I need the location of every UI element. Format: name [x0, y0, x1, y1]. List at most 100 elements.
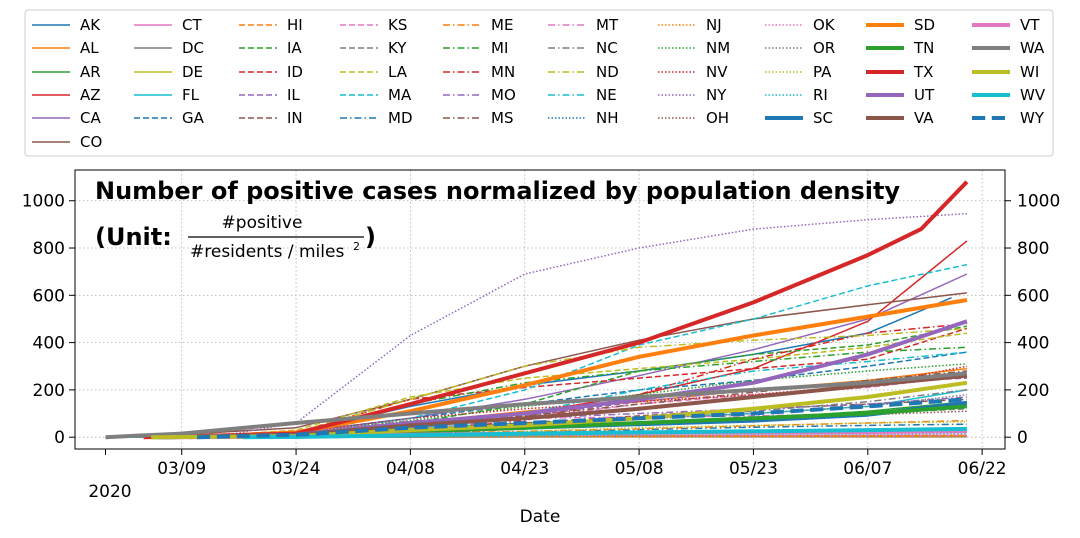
legend-frame [24, 9, 1054, 157]
y-axis-left-ticks: 0 200 400 600 800 1000 [22, 192, 75, 448]
y-tick-label-right: 200 [1017, 381, 1049, 401]
legend-label-me: ME [491, 16, 513, 34]
legend-label-fl: FL [182, 86, 200, 104]
legend-label-tn: TN [913, 39, 934, 57]
y-tick-label-right: 0 [1017, 428, 1028, 448]
legend-label-mt: MT [596, 16, 619, 34]
legend-label-in: IN [287, 109, 303, 127]
y-axis-right-ticks: 0 200 400 600 800 1000 [1005, 192, 1060, 448]
legend-label-wa: WA [1020, 39, 1045, 57]
legend-label-mo: MO [491, 86, 516, 104]
legend-label-ak: AK [80, 16, 101, 34]
y-tick-label-left: 600 [33, 286, 65, 306]
series-line-wy [196, 397, 968, 440]
legend-label-ar: AR [80, 63, 101, 81]
x-tick-label: 05/23 [729, 459, 778, 479]
legend-label-nm: NM [706, 39, 730, 57]
legend-label-md: MD [388, 109, 413, 127]
subtitle-denominator: #residents / miles [190, 242, 344, 262]
y-tick-label-left: 0 [54, 428, 65, 448]
legend-label-ne: NE [596, 86, 617, 104]
legend-label-tx: TX [913, 63, 933, 81]
legend-label-ri: RI [813, 86, 828, 104]
y-tick-label-left: 400 [33, 334, 65, 354]
legend-label-la: LA [388, 63, 408, 81]
legend-label-ok: OK [813, 16, 836, 34]
chart-subtitle: (Unit: #positive #residents / miles 2 ) [95, 213, 376, 262]
subtitle-numerator: #positive [222, 213, 303, 233]
legend-label-id: ID [287, 63, 303, 81]
legend-label-hi: HI [287, 16, 303, 34]
series-line-wa [105, 371, 968, 440]
legend-label-mi: MI [491, 39, 508, 57]
series-line-wv [242, 426, 967, 440]
legend-label-co: CO [80, 133, 102, 151]
legend-label-ma: MA [388, 86, 412, 104]
legend-label-ky: KY [388, 39, 407, 57]
legend-label-nc: NC [596, 39, 618, 57]
series-line-pa [158, 421, 967, 438]
y-tick-label-right: 400 [1017, 334, 1049, 354]
legend-label-wi: WI [1020, 63, 1039, 81]
series-line-tx [143, 180, 969, 440]
x-tick-label: 04/08 [386, 459, 435, 479]
legend: AK AL AR AZ CA CO CT DC DE FL GA HI IA ID IL IN KS KY LA MA… [24, 9, 1054, 157]
series-line-or [120, 393, 967, 438]
y-tick-label-left: 200 [33, 381, 65, 401]
series-line-ga [135, 351, 968, 438]
y-tick-label-left: 1000 [22, 192, 65, 212]
y-tick-label-right: 1000 [1017, 192, 1060, 212]
legend-label-nd: ND [596, 63, 619, 81]
legend-label-sd: SD [914, 16, 935, 34]
legend-label-de: DE [182, 63, 203, 81]
plot-area: 03/09 03/24 04/08 04/23 05/08 05/23 06/07 06/22… [22, 169, 1060, 479]
legend-label-vt: VT [1020, 16, 1040, 34]
legend-label-nj: NJ [706, 16, 722, 34]
y-tick-label-left: 800 [33, 239, 65, 259]
subtitle-prefix: (Unit: [95, 223, 172, 251]
legend-label-oh: OH [706, 109, 729, 127]
legend-label-sc: SC [813, 109, 833, 127]
plot-frame [74, 169, 1006, 450]
y-tick-label-right: 600 [1017, 286, 1049, 306]
x-tick-label: 06/07 [843, 459, 892, 479]
x-tick-label: 04/23 [500, 459, 549, 479]
x-tick-label: 03/24 [272, 459, 321, 479]
series-line-la [189, 332, 968, 438]
series-line-nm [196, 363, 967, 438]
y-tick-label-right: 800 [1017, 239, 1049, 259]
legend-label-pa: PA [813, 63, 832, 81]
legend-label-va: VA [914, 109, 934, 127]
legend-label-ga: GA [182, 109, 205, 127]
legend-label-or: OR [813, 39, 835, 57]
legend-label-ks: KS [388, 16, 407, 34]
legend-label-nv: NV [706, 63, 728, 81]
legend-label-nh: NH [596, 109, 619, 127]
x-tick-label: 06/22 [958, 459, 1007, 479]
series-line-ia [181, 325, 968, 438]
legend-label-ia: IA [287, 39, 302, 57]
legend-label-dc: DC [182, 39, 204, 57]
legend-label-ut: UT [914, 86, 935, 104]
subtitle-suffix: ) [365, 223, 376, 251]
legend-label-wy: WY [1020, 109, 1045, 127]
legend-label-mn: MN [491, 63, 515, 81]
x-axis-year-label: 2020 [88, 482, 131, 502]
x-axis-ticks: 03/09 03/24 04/08 04/23 05/08 05/23 06/07 06/22 [104, 449, 1007, 479]
x-tick-label: 05/08 [615, 459, 664, 479]
chart-title: Number of positive cases normalized by p… [95, 177, 900, 205]
legend-label-az: AZ [80, 86, 101, 104]
legend-label-il: IL [287, 86, 300, 104]
legend-label-ct: CT [182, 16, 202, 34]
legend-label-ms: MS [491, 109, 513, 127]
x-axis-label: Date [520, 507, 561, 527]
legend-label-al: AL [80, 39, 99, 57]
legend-label-wv: WV [1020, 86, 1046, 104]
series-lines [105, 180, 969, 440]
legend-label-ca: CA [80, 109, 101, 127]
x-tick-label: 03/09 [157, 459, 206, 479]
legend-label-ny: NY [706, 86, 727, 104]
series-line-ny [120, 212, 967, 438]
subtitle-denominator-exponent: 2 [353, 240, 360, 253]
